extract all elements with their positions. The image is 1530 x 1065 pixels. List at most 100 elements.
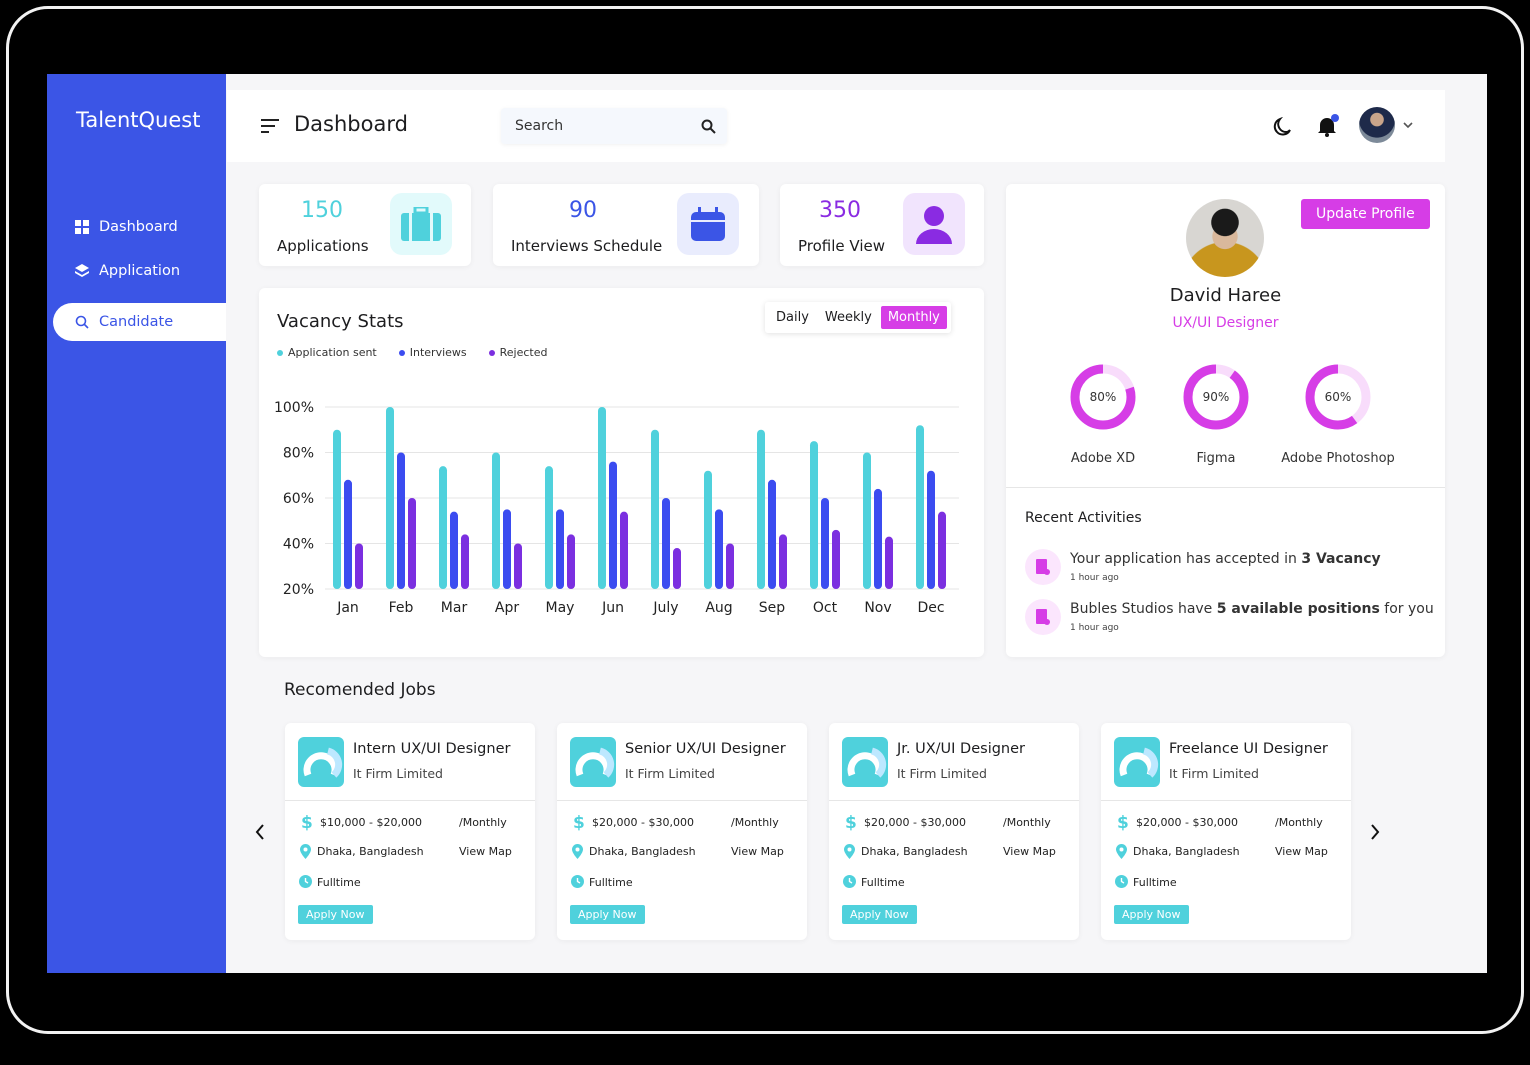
- salary: $20,000 - $30,000: [1136, 816, 1238, 829]
- bar-rejected-sep: [779, 534, 787, 589]
- stat-label: Profile View: [798, 237, 886, 255]
- salary: $20,000 - $30,000: [864, 816, 966, 829]
- period-monthly[interactable]: Monthly: [880, 306, 947, 329]
- update-profile-button[interactable]: Update Profile: [1301, 199, 1430, 229]
- moon-icon[interactable]: [1272, 117, 1292, 137]
- search-user-icon: [75, 315, 89, 329]
- job-card: Freelance UI Designer It Firm Limited $ …: [1101, 723, 1351, 940]
- menu-icon[interactable]: [261, 119, 279, 133]
- profile-avatar: [1186, 199, 1264, 277]
- sidebar-item-application[interactable]: Application: [53, 252, 226, 290]
- user-avatar[interactable]: [1359, 107, 1395, 143]
- skill-adobe-xd: 80% Adobe XD: [1043, 364, 1163, 474]
- job-type: Fulltime: [1133, 876, 1177, 889]
- bar-rejected-jan: [355, 543, 363, 589]
- clock-icon: [1115, 875, 1128, 888]
- legend-item: Application sent: [277, 346, 377, 359]
- stat-value: 350: [819, 198, 861, 223]
- bar-interviews-aug: [715, 509, 723, 589]
- dollar-icon: $: [845, 813, 857, 833]
- bar-rejected-aug: [726, 543, 734, 589]
- skill-donut: [1305, 364, 1371, 430]
- location-pin-icon: [572, 844, 583, 859]
- bar-interviews-jan: [344, 479, 352, 589]
- period-daily[interactable]: Daily: [776, 310, 809, 325]
- job-title[interactable]: Freelance UI Designer: [1169, 741, 1328, 757]
- bell-icon[interactable]: [1315, 114, 1339, 138]
- period-weekly[interactable]: Weekly: [824, 310, 872, 325]
- profile-name: David Haree: [1169, 285, 1282, 306]
- view-map-link[interactable]: View Map: [731, 845, 784, 858]
- user-icon: [903, 193, 965, 255]
- skill-name: Figma: [1196, 451, 1236, 466]
- job-type: Fulltime: [861, 876, 905, 889]
- stat-label: Applications: [277, 237, 369, 255]
- stat-value: 150: [301, 198, 343, 223]
- bar-application-sent-mar: [439, 466, 447, 589]
- search-icon[interactable]: [701, 119, 716, 134]
- bar-application-sent-nov: [863, 452, 871, 589]
- location: Dhaka, Bangladesh: [317, 845, 424, 858]
- recommended-jobs-title: Recomended Jobs: [284, 680, 436, 700]
- divider: [557, 800, 807, 801]
- job-title[interactable]: Senior UX/UI Designer: [625, 741, 786, 757]
- skill-percent: 80%: [1089, 390, 1117, 404]
- bar-rejected-dec: [938, 511, 946, 589]
- bar-rejected-nov: [885, 536, 893, 589]
- x-tick-label: Apr: [495, 600, 519, 616]
- skill-donut: [1183, 364, 1249, 430]
- apply-now-button[interactable]: Apply Now: [1114, 905, 1189, 924]
- briefcase-icon: [390, 193, 452, 255]
- apply-now-button[interactable]: Apply Now: [570, 905, 645, 924]
- salary-period: /Monthly: [1003, 816, 1051, 829]
- chevron-down-icon[interactable]: [1403, 121, 1413, 129]
- screen: TalentQuest Dashboard Application Candid…: [47, 74, 1487, 973]
- view-map-link[interactable]: View Map: [459, 845, 512, 858]
- bar-interviews-apr: [503, 509, 511, 589]
- job-title[interactable]: Intern UX/UI Designer: [353, 741, 511, 757]
- bar-rejected-apr: [514, 543, 522, 589]
- sidebar-item-dashboard[interactable]: Dashboard: [53, 208, 226, 246]
- skill-name: Adobe Photoshop: [1281, 451, 1395, 466]
- bar-interviews-july: [662, 498, 670, 589]
- view-map-link[interactable]: View Map: [1003, 845, 1056, 858]
- job-title[interactable]: Jr. UX/UI Designer: [897, 741, 1026, 757]
- chart-title: Vacancy Stats: [277, 311, 404, 332]
- chevron-left-icon[interactable]: [254, 823, 266, 841]
- skill-donut-fill: [1070, 364, 1136, 430]
- bar-interviews-mar: [450, 511, 458, 589]
- x-tick-label: Feb: [389, 600, 414, 616]
- sidebar: TalentQuest Dashboard Application Candid…: [47, 74, 226, 973]
- skill-donut-fill: [1305, 364, 1371, 430]
- y-tick-label: 60%: [283, 491, 314, 507]
- y-tick-label: 100%: [274, 400, 314, 416]
- x-tick-label: Aug: [705, 600, 732, 616]
- legend-item: Interviews: [398, 346, 467, 359]
- view-map-link[interactable]: View Map: [1275, 845, 1328, 858]
- bar-rejected-may: [567, 534, 575, 589]
- stat-card-profile-view: 350 Profile View: [780, 184, 984, 266]
- apply-now-button[interactable]: Apply Now: [842, 905, 917, 924]
- grid-icon: [75, 220, 89, 234]
- salary-period: /Monthly: [731, 816, 779, 829]
- bar-application-sent-apr: [492, 452, 500, 589]
- company-logo: [298, 737, 344, 787]
- bar-application-sent-july: [651, 429, 659, 589]
- activity-time: 1 hour ago: [1070, 573, 1119, 583]
- bar-rejected-mar: [461, 534, 469, 589]
- search-input[interactable]: Search: [501, 108, 727, 144]
- chart-legend: Application sent Interviews Rejected: [277, 346, 548, 359]
- apply-now-button[interactable]: Apply Now: [298, 905, 373, 924]
- bar-interviews-feb: [397, 452, 405, 589]
- activity-time: 1 hour ago: [1070, 623, 1119, 633]
- location-pin-icon: [1116, 844, 1127, 859]
- sidebar-item-candidate[interactable]: Candidate: [53, 303, 226, 341]
- company-logo: [842, 737, 888, 787]
- x-tick-label: Dec: [917, 600, 944, 616]
- job-type: Fulltime: [317, 876, 361, 889]
- dollar-icon: $: [1117, 813, 1129, 833]
- bar-application-sent-oct: [810, 441, 818, 589]
- skill-figma: 90% Figma: [1156, 364, 1276, 474]
- chevron-right-icon[interactable]: [1369, 823, 1381, 841]
- location-pin-icon: [844, 844, 855, 859]
